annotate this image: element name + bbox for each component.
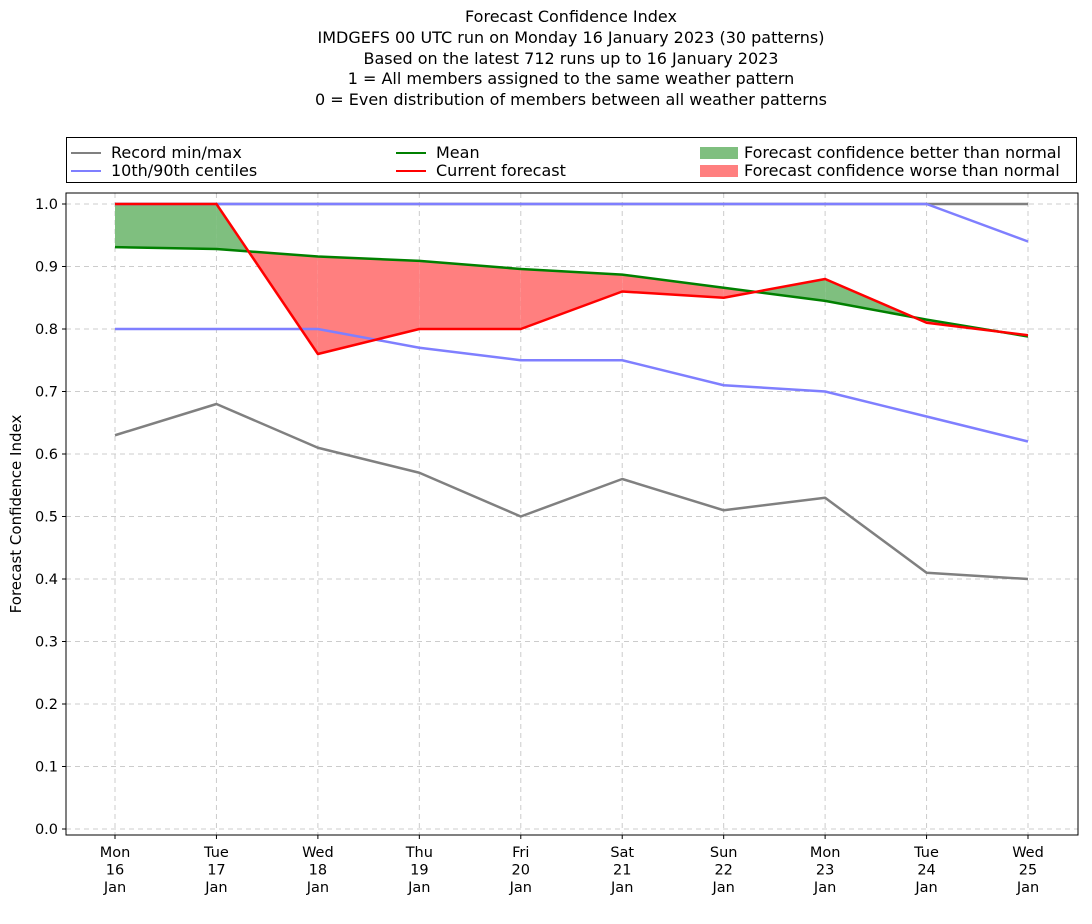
y-tick-label: 0.8 [35, 322, 58, 338]
x-tick-label: 23 [816, 863, 834, 879]
chart-title-block: Forecast Confidence Index IMDGEFS 00 UTC… [0, 7, 1092, 111]
legend-item-centiles: 10th/90th centiles [71, 161, 257, 180]
x-tick-label: 25 [1019, 863, 1037, 879]
series-line-layer [114, 202, 1029, 581]
x-tick-label: 19 [410, 863, 428, 879]
x-tick-label: Jan [509, 880, 532, 896]
legend-swatch-better [700, 146, 738, 159]
x-tick-label: Jan [813, 880, 836, 896]
x-tick-label: Sun [710, 845, 738, 861]
chart-subtitle-line: 0 = Even distribution of members between… [314, 90, 828, 110]
series-line-record-min [114, 402, 1029, 581]
x-tick-label: 16 [106, 863, 124, 879]
x-tick-label: Jan [306, 880, 329, 896]
legend-label-centiles: 10th/90th centiles [111, 161, 258, 180]
legend-swatch-mean [396, 151, 426, 154]
x-tick-label: Wed [302, 845, 334, 861]
x-tick-label: Mon [100, 845, 131, 861]
legend-swatch-current [396, 169, 426, 172]
x-tick-label: Tue [203, 845, 229, 861]
y-tick-label: 1.0 [35, 197, 58, 213]
fill-worse-than-normal [317, 256, 420, 354]
y-tick-label: 0.2 [35, 697, 58, 713]
y-tick-label: 0.6 [35, 447, 58, 463]
x-tick-label: Jan [914, 880, 937, 896]
chart-subtitle-line: IMDGEFS 00 UTC run on Monday 16 January … [317, 27, 825, 47]
y-axis-title: Forecast Confidence Index [7, 415, 25, 614]
chart-subtitle-line: 1 = All members assigned to the same wea… [347, 69, 795, 89]
grid-layer [66, 193, 1078, 835]
fill-worse-than-normal [520, 269, 623, 329]
legend-swatch-record [71, 151, 101, 154]
series-line-mean [114, 245, 1029, 338]
legend-label-record: Record min/max [111, 143, 242, 162]
x-tick-label: Mon [810, 845, 841, 861]
x-tick-label: Fri [512, 845, 529, 861]
x-tick-label: 21 [613, 863, 631, 879]
x-tick-label: Jan [610, 880, 633, 896]
x-tick-label: 20 [512, 863, 530, 879]
x-tick-label: Wed [1012, 845, 1044, 861]
fill-better-than-normal [755, 279, 826, 301]
legend-item-better: Forecast confidence better than normal [700, 143, 1061, 162]
y-tick-label: 0.5 [35, 510, 58, 526]
legend-label-worse: Forecast confidence worse than normal [744, 161, 1060, 180]
legend-item-mean: Mean [396, 143, 480, 162]
x-tick-label: Jan [407, 880, 430, 896]
fill-worse-than-normal [419, 260, 521, 329]
x-tick-label: Jan [204, 880, 227, 896]
x-tick-label: 18 [309, 863, 327, 879]
legend-label-mean: Mean [436, 143, 480, 162]
legend-label-better: Forecast confidence better than normal [744, 143, 1062, 162]
legend-item-current: Current forecast [396, 161, 566, 180]
x-tick-label: 24 [917, 863, 935, 879]
chart-title: Forecast Confidence Index [465, 7, 677, 26]
y-tick-label: 0.0 [35, 822, 58, 838]
legend-item-record: Record min/max [71, 143, 242, 162]
confidence-fill-layer [115, 204, 1028, 354]
x-tick-label: 22 [714, 863, 732, 879]
x-tick-label: Jan [711, 880, 734, 896]
series-line-current-forecast [115, 202, 1029, 356]
axes-frame [65, 192, 1079, 836]
series-line-10th-centile [115, 327, 1029, 443]
axes-layer: 0.00.10.20.30.40.50.60.70.80.91.0Mon16Ja… [7, 192, 1079, 896]
series-line-90th-centile [115, 202, 1029, 243]
legend-swatch-worse [700, 164, 738, 177]
legend-item-worse: Forecast confidence worse than normal [700, 161, 1060, 180]
y-tick-label: 0.1 [35, 760, 58, 776]
legend-swatch-centiles [71, 169, 101, 172]
y-tick-label: 0.7 [35, 385, 58, 401]
x-tick-label: 17 [207, 863, 225, 879]
legend-label-current: Current forecast [436, 161, 566, 180]
x-tick-label: Thu [405, 845, 433, 861]
x-tick-label: Tue [913, 845, 939, 861]
chart-legend: Record min/max 10th/90th centiles Mean C… [66, 137, 1077, 183]
x-tick-label: Jan [103, 880, 126, 896]
x-tick-label: Sat [610, 845, 634, 861]
y-tick-label: 0.9 [35, 260, 58, 276]
y-tick-label: 0.4 [35, 572, 58, 588]
y-tick-label: 0.3 [35, 635, 58, 651]
x-tick-label: Jan [1016, 880, 1039, 896]
fill-better-than-normal [115, 204, 217, 249]
chart-subtitle-line: Based on the latest 712 runs up to 16 Ja… [363, 48, 779, 68]
